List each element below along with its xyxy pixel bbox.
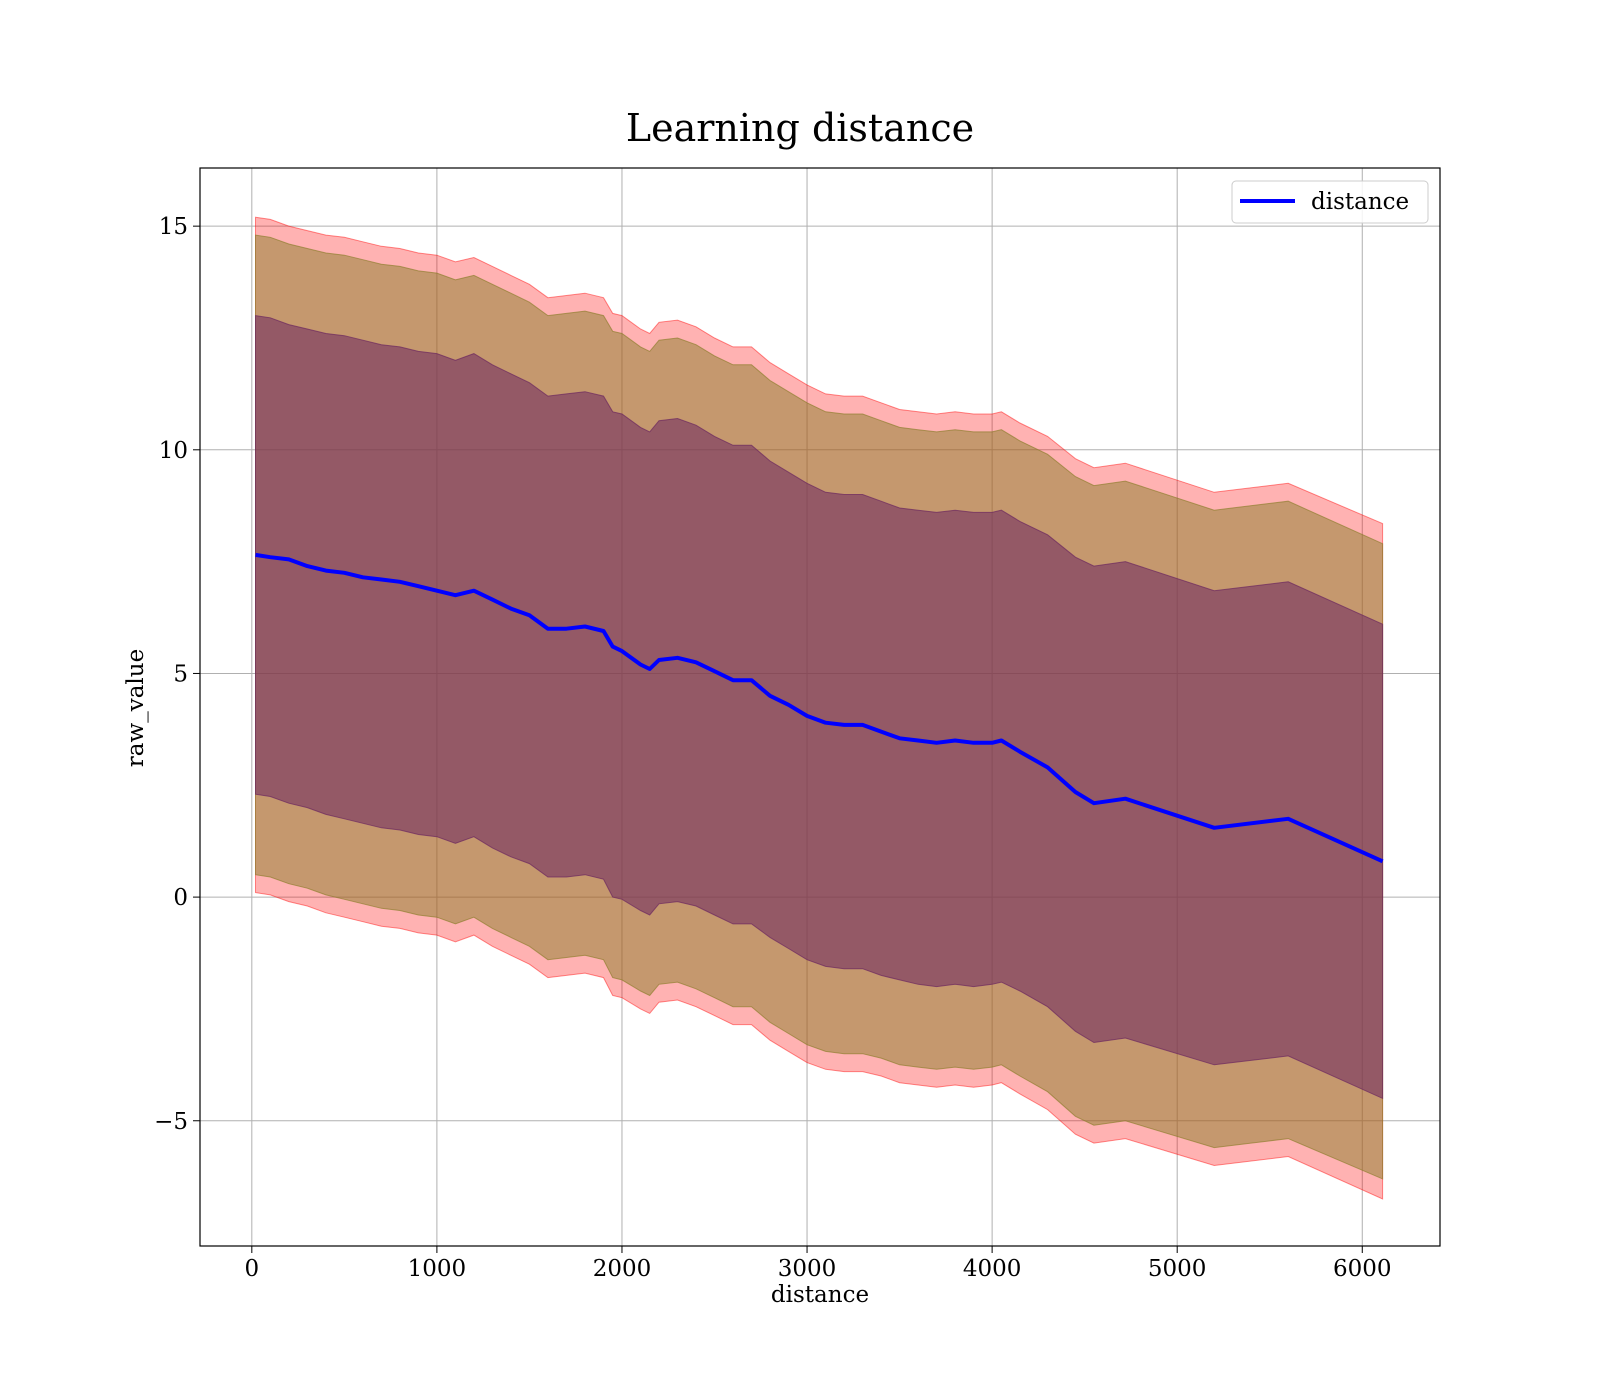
bands-layer: [255, 216, 1384, 1200]
band-inner: [255, 315, 1384, 1100]
y-axis: −5 0 5 10 15: [154, 214, 200, 1135]
y-axis-label: raw_value: [123, 649, 149, 767]
x-tick-label: 1000: [408, 1256, 467, 1282]
x-axis-label: distance: [771, 1282, 869, 1308]
x-tick-label: 6000: [1333, 1256, 1392, 1282]
x-tick-label: 4000: [963, 1256, 1022, 1282]
plot-frame: [199, 167, 1441, 1247]
y-tick-label: 15: [159, 214, 188, 240]
chart-title: Learning distance: [626, 106, 974, 150]
line-layer: [255, 552, 1384, 864]
x-tick-label: 5000: [1148, 1256, 1207, 1282]
y-tick-label: 5: [173, 661, 188, 687]
x-tick-label: 2000: [593, 1256, 652, 1282]
y-tick-label: 0: [173, 885, 188, 911]
legend-box: [1231, 180, 1429, 224]
y-tick-label: −5: [154, 1109, 188, 1135]
x-axis: 0 1000 2000 3000 4000 5000 6000: [245, 1246, 1392, 1282]
y-tick-label: 10: [159, 438, 188, 464]
x-tick-label: 0: [245, 1256, 260, 1282]
legend-label-distance: distance: [1311, 189, 1409, 215]
series-line-distance: [255, 552, 1384, 864]
x-tick-label: 3000: [778, 1256, 837, 1282]
legend: distance: [1231, 180, 1429, 224]
